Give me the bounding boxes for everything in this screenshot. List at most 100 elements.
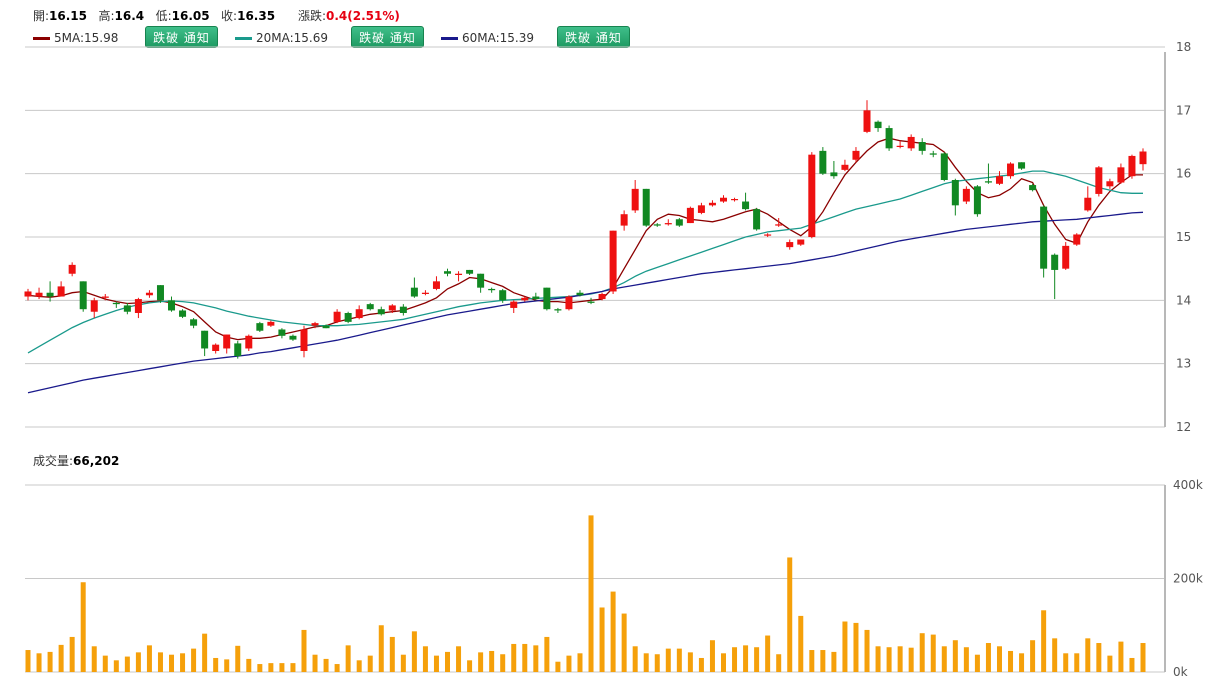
candle — [300, 325, 308, 358]
candle-body — [1106, 181, 1114, 187]
candle-body — [885, 128, 893, 149]
candle — [256, 321, 264, 332]
candle-body — [775, 224, 783, 226]
volume-bar — [886, 647, 892, 672]
volume-tick-label: 400k — [1173, 478, 1203, 492]
candle — [1128, 154, 1136, 179]
price-tick-label: 17 — [1176, 103, 1191, 117]
ohlc-summary: 開:16.15 高:16.4 低:16.05 收:16.35 漲跌:0.4(2.… — [33, 7, 400, 24]
candle-body — [101, 296, 109, 298]
candlesticks — [24, 100, 1147, 359]
candle — [863, 100, 871, 134]
volume-bar — [809, 650, 815, 672]
candle — [499, 288, 507, 303]
candle — [797, 239, 805, 246]
candle — [35, 287, 43, 300]
candle-body — [984, 181, 992, 183]
volume-bar — [213, 657, 219, 672]
candle — [841, 159, 849, 172]
volume-bar — [544, 636, 550, 672]
volume-bar — [157, 652, 163, 672]
volume-bar — [411, 631, 417, 672]
volume-bar — [996, 646, 1002, 672]
price-tick-label: 13 — [1176, 357, 1191, 371]
candle — [466, 269, 474, 275]
volume-bar — [257, 664, 263, 672]
volume-bar — [169, 654, 175, 672]
candle-body — [929, 153, 937, 155]
candle-body — [962, 188, 970, 202]
volume-bar — [952, 640, 958, 672]
volume-bar — [1008, 650, 1014, 672]
candle — [68, 262, 76, 277]
candle — [631, 180, 639, 213]
candle — [598, 292, 606, 301]
candle-body — [995, 176, 1003, 184]
candle — [775, 218, 783, 227]
volume-bar — [279, 663, 285, 672]
candle — [830, 161, 838, 179]
candle — [984, 163, 992, 184]
candle — [289, 334, 297, 341]
candle-body — [675, 219, 683, 226]
candle-body — [797, 239, 805, 245]
volume-bar — [776, 654, 782, 672]
candle-body — [333, 311, 341, 322]
candle — [1106, 178, 1114, 189]
candle-body — [642, 188, 650, 226]
candle-body — [1073, 234, 1081, 245]
volume-bar — [312, 654, 318, 672]
candle-body — [731, 199, 739, 201]
candle — [973, 185, 981, 217]
volume-bar — [1129, 657, 1135, 672]
volume-bar — [191, 648, 197, 672]
volume-bar — [897, 646, 903, 672]
candle-body — [951, 180, 959, 206]
candle — [742, 192, 750, 211]
volume-bar — [456, 646, 462, 672]
candle-body — [631, 188, 639, 211]
open-label: 開: — [33, 9, 50, 23]
candle-body — [973, 186, 981, 215]
candle-body — [399, 306, 407, 313]
volume-bar — [732, 647, 738, 672]
candle — [609, 230, 617, 294]
candle-body — [918, 142, 926, 151]
candle-body — [289, 335, 297, 340]
candle — [1084, 186, 1092, 212]
volume-bar — [555, 661, 561, 672]
candle-body — [1084, 197, 1092, 211]
candle — [278, 328, 286, 339]
moving-average-lines — [27, 137, 1144, 394]
volume-bar — [1063, 653, 1069, 672]
volume-bar — [202, 633, 208, 672]
candle-body — [212, 344, 220, 351]
volume-bar — [533, 645, 539, 672]
volume-bar — [1074, 653, 1080, 672]
candle-body — [300, 329, 308, 351]
candle — [764, 233, 772, 237]
volume-bar — [511, 643, 517, 672]
candle-body — [455, 273, 463, 275]
candle — [565, 295, 573, 311]
ma60-alert-button[interactable]: 跌破 通知 — [557, 26, 630, 48]
candle-body — [808, 154, 816, 237]
candle-body — [421, 292, 429, 294]
candle — [410, 277, 418, 298]
candle — [355, 305, 363, 320]
volume-bar — [36, 653, 42, 672]
volume-bar — [698, 657, 704, 672]
ma20-alert-button[interactable]: 跌破 通知 — [351, 26, 424, 48]
candle — [1139, 148, 1147, 171]
candle-body — [576, 292, 584, 296]
volume-bar — [345, 645, 351, 672]
volume-bar — [224, 659, 230, 672]
volume-bar — [798, 615, 804, 672]
candle — [1073, 233, 1081, 246]
candle — [399, 304, 407, 316]
candle — [488, 287, 496, 293]
candle-body — [145, 292, 153, 296]
candle — [112, 301, 120, 308]
ma60-swatch — [441, 36, 458, 40]
